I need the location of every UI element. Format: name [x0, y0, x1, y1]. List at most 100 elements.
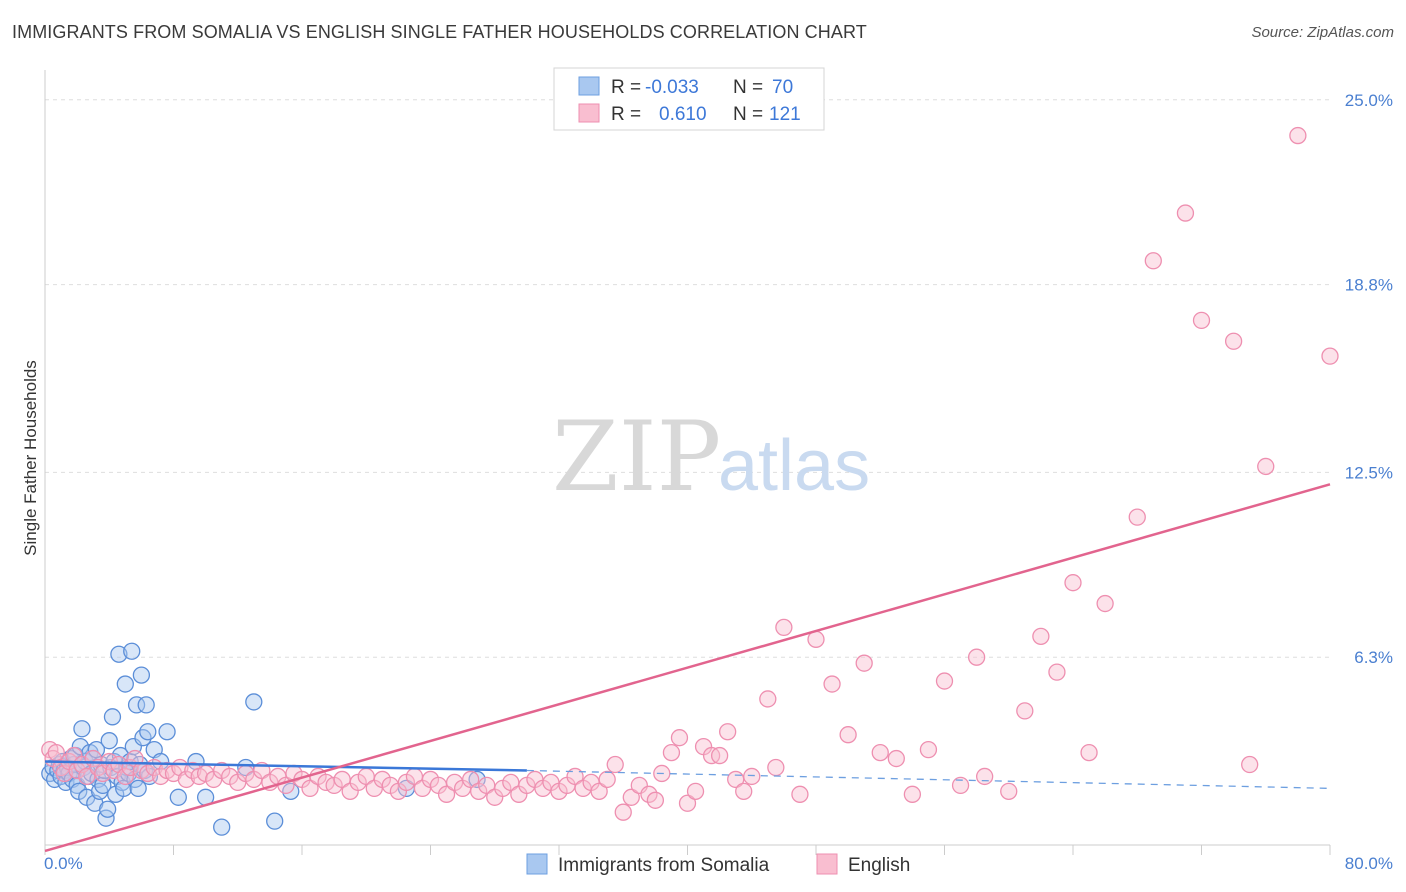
english-point: [614, 803, 632, 821]
english-point: [743, 767, 761, 786]
english-point: [1289, 126, 1307, 145]
y-tick-labels: 6.3% 12.5% 18.8% 25.0%: [1345, 91, 1393, 667]
somalia-point: [116, 675, 134, 693]
axes: [44, 70, 1331, 855]
somalia-point: [98, 800, 117, 818]
english-point: [646, 791, 665, 809]
english-point: [606, 755, 624, 774]
y-axis-label: Single Father Households: [21, 360, 40, 556]
trend-line-somalia: [44, 760, 527, 772]
english-point: [301, 779, 319, 798]
legend-n-label-somalia: N =: [733, 77, 763, 98]
english-point: [462, 770, 480, 789]
english-point: [976, 767, 994, 786]
english-point: [759, 690, 777, 708]
english-point: [791, 785, 809, 803]
english-point: [887, 749, 905, 768]
legend-box: R = -0.033 N = 70 R = 0.610 N = 121: [553, 67, 825, 131]
english-point: [1321, 347, 1339, 365]
bottom-legend: Immigrants from Somalia English: [526, 853, 910, 876]
gridlines: [45, 99, 1330, 658]
english-point: [1144, 252, 1162, 270]
somalia-point: [94, 776, 112, 795]
x-tick-label: 80.0%: [1345, 854, 1393, 873]
english-point: [951, 776, 970, 795]
english-point: [139, 764, 157, 783]
english-point: [1241, 755, 1259, 774]
somalia-point: [169, 788, 187, 806]
legend-swatch-english: [578, 103, 600, 123]
english-point: [1080, 743, 1098, 762]
somalia-point: [127, 696, 146, 714]
english-point: [1016, 702, 1034, 720]
english-point: [1032, 627, 1050, 645]
legend-r-value-somalia: -0.033: [645, 77, 699, 98]
somalia-point: [103, 708, 122, 726]
english-point: [1000, 782, 1018, 800]
english-point: [967, 648, 986, 666]
english-point: [437, 785, 456, 803]
somalia-point: [266, 812, 284, 830]
english-point: [686, 782, 705, 800]
somalia-point: [151, 752, 170, 771]
english-point: [735, 782, 753, 800]
y-tick-label: 12.5%: [1345, 463, 1393, 482]
english-point: [719, 723, 737, 741]
watermark-atlas: atlas: [718, 426, 870, 506]
legend-swatch-somalia: [578, 76, 600, 96]
somalia-point: [123, 642, 141, 660]
english-point: [116, 767, 134, 786]
somalia-point: [110, 645, 128, 663]
watermark: ZIP atlas: [552, 401, 870, 513]
legend-r-value-english: 0.610: [659, 104, 707, 125]
y-tick-label: 25.0%: [1345, 91, 1393, 110]
trend-line-somalia-extension: [526, 769, 1331, 790]
english-point: [903, 785, 922, 803]
somalia-point: [139, 723, 157, 741]
english-point: [871, 743, 889, 762]
english-point: [184, 761, 202, 780]
english-point: [710, 746, 729, 765]
somalia-point: [245, 693, 263, 711]
trend-line-english: [44, 483, 1331, 853]
english-point: [151, 767, 170, 786]
english-point: [1048, 663, 1066, 681]
bottom-legend-label-somalia: Immigrants from Somalia: [558, 855, 770, 876]
source-label: Source: ZipAtlas.com: [1251, 24, 1394, 41]
english-point: [566, 767, 584, 786]
watermark-zip: ZIP: [552, 401, 721, 513]
english-point: [622, 788, 640, 806]
english-point: [839, 726, 857, 744]
legend-r-label-somalia: R =: [611, 77, 641, 98]
english-point: [1176, 204, 1195, 222]
legend-n-value-somalia: 70: [772, 77, 793, 98]
english-point: [590, 782, 608, 800]
y-tick-label: 18.8%: [1345, 276, 1393, 295]
english-point: [1192, 311, 1211, 330]
english-point: [662, 743, 681, 762]
english-point: [670, 729, 689, 747]
somalia-point: [132, 666, 151, 684]
bottom-legend-swatch-english: [816, 853, 838, 875]
english-point: [935, 672, 954, 690]
trend-lines: [44, 483, 1331, 853]
somalia-point: [158, 723, 176, 741]
english-point: [177, 770, 196, 789]
english-point: [678, 794, 697, 812]
english-point: [775, 618, 793, 637]
english-point: [767, 758, 785, 777]
y-tick-label: 6.3%: [1354, 648, 1393, 667]
x-tick-labels: 0.0% 80.0%: [44, 854, 1393, 873]
somalia-point: [100, 732, 118, 750]
somalia-point: [73, 720, 91, 738]
english-point: [855, 654, 873, 672]
series-somalia-points: [41, 642, 486, 836]
legend-r-label-english: R =: [611, 104, 641, 125]
english-point: [1096, 594, 1114, 613]
somalia-point: [137, 696, 155, 714]
chart-title: IMMIGRANTS FROM SOMALIA VS ENGLISH SINGL…: [12, 22, 867, 42]
english-point: [598, 770, 616, 789]
bottom-legend-swatch-somalia: [526, 853, 548, 875]
legend-n-value-english: 121: [769, 104, 801, 125]
